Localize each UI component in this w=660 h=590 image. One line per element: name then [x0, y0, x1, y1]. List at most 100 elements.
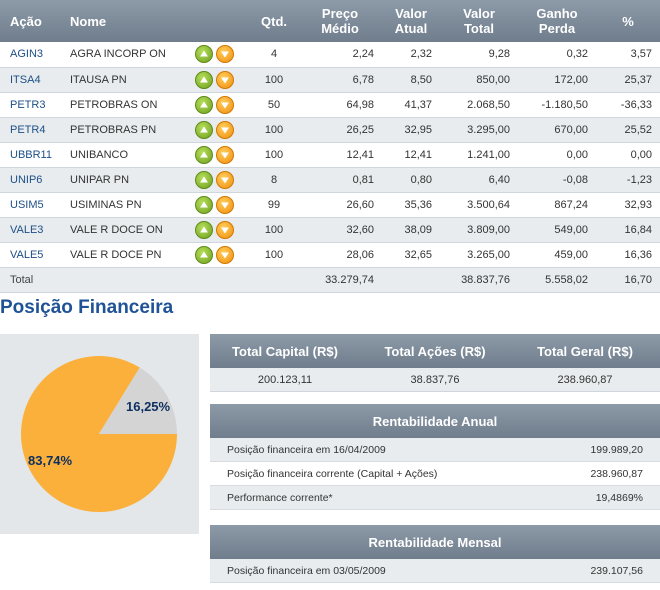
cell-valor-atual: 0,80 — [410, 173, 432, 186]
sell-arrow-down-icon[interactable] — [216, 145, 234, 164]
total-ganho-perda: 5.558,02 — [545, 273, 588, 286]
header-actions — [193, 0, 250, 42]
cell-valor-atual: 32,65 — [404, 248, 432, 261]
stock-code-link[interactable]: VALE5 — [10, 248, 44, 261]
stock-name: ITAUSA PN — [70, 73, 127, 86]
buy-arrow-up-icon[interactable] — [195, 45, 213, 64]
value-total-acoes: 38.837,76 — [410, 373, 460, 386]
cell-preco-medio: 6,78 — [352, 73, 374, 86]
total-blank-name — [60, 267, 193, 292]
buy-arrow-up-icon[interactable] — [195, 120, 213, 139]
cell-qtd: 4 — [270, 48, 278, 61]
buy-arrow-up-icon[interactable] — [195, 95, 213, 114]
anual-row: Posição financeira corrente (Capital + A… — [210, 462, 660, 486]
total-valor-total: 38.837,76 — [461, 273, 510, 286]
cell-qtd: 100 — [264, 73, 284, 86]
anual-row: Posição financeira em 16/04/2009 199.989… — [210, 438, 660, 462]
stock-name: UNIBANCO — [70, 148, 129, 161]
stock-code-link[interactable]: PETR4 — [10, 123, 46, 136]
sell-arrow-down-icon[interactable] — [216, 170, 234, 189]
header-pct[interactable]: % — [622, 13, 634, 29]
total-pct: 16,70 — [624, 273, 652, 286]
cell-pct: 32,93 — [624, 198, 652, 211]
table-header-row: Ação Nome Qtd. Preço Médio Valor Atual Val… — [0, 0, 660, 42]
stock-code-link[interactable]: ITSA4 — [10, 73, 41, 86]
header-nome[interactable]: Nome — [70, 13, 107, 29]
cell-valor-atual: 38,09 — [404, 223, 432, 236]
cell-valor-atual: 12,41 — [404, 148, 432, 161]
buy-arrow-up-icon[interactable] — [195, 170, 213, 189]
cell-valor-total: 9,28 — [488, 48, 510, 61]
sell-arrow-down-icon[interactable] — [216, 220, 234, 239]
header-valor-total-line1: Valor — [463, 6, 495, 21]
buy-arrow-up-icon[interactable] — [195, 70, 213, 89]
total-blank-qtd — [250, 267, 298, 292]
cell-ganho-perda: 670,00 — [554, 123, 588, 136]
stock-code-link[interactable]: PETR3 — [10, 98, 46, 111]
mensal-row: Posição financeira em 03/05/2009 239.107… — [210, 559, 660, 583]
stock-code-link[interactable]: UNIP6 — [10, 173, 43, 186]
table-row: UBBR11 UNIBANCO 100 12,41 12,41 1.241,00… — [0, 142, 660, 167]
sell-arrow-down-icon[interactable] — [216, 95, 234, 114]
cell-valor-atual: 41,37 — [404, 98, 432, 111]
row-actions — [193, 167, 250, 192]
rentabilidade-anual-panel: Rentabilidade Anual Posição financeira e… — [210, 404, 660, 510]
header-valor-atual[interactable]: Valor Atual — [382, 0, 440, 42]
mensal-row-label: Posição financeira em 03/05/2009 — [227, 564, 386, 577]
header-preco-medio-line2: Médio — [321, 21, 359, 36]
header-acao[interactable]: Ação — [10, 13, 42, 29]
header-qtd[interactable]: Qtd. — [261, 13, 287, 29]
cell-qtd: 100 — [264, 223, 284, 236]
cell-preco-medio: 28,06 — [346, 248, 374, 261]
header-ganho-perda[interactable]: Ganho Perda — [518, 0, 596, 42]
sell-arrow-down-icon[interactable] — [216, 195, 234, 214]
buy-arrow-up-icon[interactable] — [195, 220, 213, 239]
value-total-geral: 238.960,87 — [557, 373, 613, 386]
cell-valor-atual: 2,32 — [410, 48, 432, 61]
stock-code-link[interactable]: VALE3 — [10, 223, 44, 236]
stock-name: PETROBRAS PN — [70, 123, 157, 136]
cell-ganho-perda: -1.180,50 — [541, 98, 588, 111]
header-valor-total[interactable]: Valor Total — [440, 0, 518, 42]
row-actions — [193, 67, 250, 92]
pie-slice-small — [99, 367, 177, 434]
cell-preco-medio: 12,41 — [346, 148, 374, 161]
cell-valor-atual: 35,36 — [404, 198, 432, 211]
totals-panel: Total Capital (R$) Total Ações (R$) Tota… — [210, 334, 660, 392]
buy-arrow-up-icon[interactable] — [195, 145, 213, 164]
anual-row: Performance corrente* 19,4869% — [210, 486, 660, 510]
cell-pct: 25,37 — [624, 73, 652, 86]
rentabilidade-anual-title: Rentabilidade Anual — [210, 404, 660, 438]
header-ganho-perda-line1: Ganho — [536, 6, 578, 21]
total-row: Total 33.279,74 38.837,76 5.558,02 16,70 — [0, 267, 660, 292]
cell-ganho-perda: 0,00 — [566, 148, 588, 161]
total-preco-medio: 33.279,74 — [325, 273, 374, 286]
portfolio-table: Ação Nome Qtd. Preço Médio Valor Atual Val… — [0, 0, 660, 293]
cell-valor-total: 2.068,50 — [467, 98, 510, 111]
cell-pct: -36,33 — [620, 98, 652, 111]
anual-row-label: Posição financeira corrente (Capital + A… — [227, 467, 438, 480]
totals-values-row: 200.123,11 38.837,76 238.960,87 — [210, 368, 660, 392]
cell-valor-atual: 8,50 — [410, 73, 432, 86]
header-preco-medio[interactable]: Preço Médio — [298, 0, 382, 42]
total-label: Total — [10, 273, 34, 286]
cell-valor-total: 1.241,00 — [467, 148, 510, 161]
stock-code-link[interactable]: UBBR11 — [10, 148, 52, 161]
table-row: USIM5 USIMINAS PN 99 26,60 35,36 3.500,6… — [0, 192, 660, 217]
section-title: Posição Financeira — [0, 297, 174, 318]
buy-arrow-up-icon[interactable] — [195, 245, 213, 264]
sell-arrow-down-icon[interactable] — [216, 120, 234, 139]
sell-arrow-down-icon[interactable] — [216, 45, 234, 64]
pie-label-big: 83,74% — [28, 453, 73, 468]
cell-preco-medio: 26,60 — [346, 198, 374, 211]
sell-arrow-down-icon[interactable] — [216, 245, 234, 264]
anual-row-value: 238.960,87 — [590, 467, 643, 480]
buy-arrow-up-icon[interactable] — [195, 195, 213, 214]
cell-preco-medio: 2,24 — [352, 48, 374, 61]
table-row: AGIN3 AGRA INCORP ON 4 2,24 2,32 9,28 0,… — [0, 42, 660, 67]
sell-arrow-down-icon[interactable] — [216, 70, 234, 89]
stock-code-link[interactable]: AGIN3 — [10, 48, 44, 61]
header-valor-atual-line2: Atual — [394, 21, 428, 36]
cell-valor-total: 3.500,64 — [467, 198, 510, 211]
stock-code-link[interactable]: USIM5 — [10, 198, 44, 211]
